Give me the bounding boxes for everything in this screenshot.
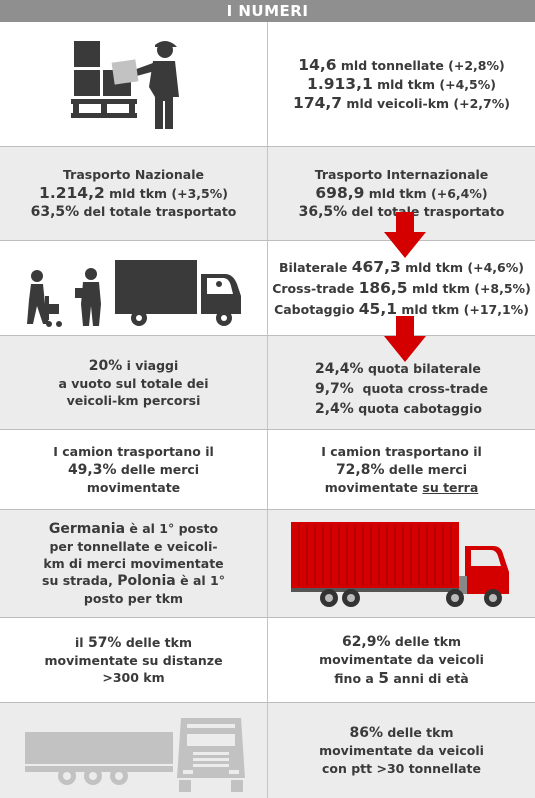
totals-tkm: 1.913,1 mld tkm (+4,5%) xyxy=(307,74,496,93)
weight-cell: 86% delle tkm movimentate da veicoli con… xyxy=(268,703,535,798)
totals-tonnes: 14,6 mld tonnellate (+2,8%) xyxy=(298,55,505,74)
trucks-left-cell: I camion trasportano il 49,3% delle merc… xyxy=(0,430,267,509)
trucks-right-cell: I camion trasportano il 72,8% delle merc… xyxy=(268,430,535,509)
empty-trips-line1: 20% i viaggi xyxy=(88,357,179,374)
international-label: Trasporto Internazionale xyxy=(314,167,489,182)
row-breakdown: Bilaterale 467,3 mld tkm (+4,6%) Cross-t… xyxy=(0,241,535,335)
age-line1: 62,9% delle tkm xyxy=(341,633,462,650)
row-divider xyxy=(0,146,535,147)
totals-vkm: 174,7 mld veicoli-km (+2,7%) xyxy=(293,93,510,112)
ranking-line4: su strada, Polonia è al 1° xyxy=(42,573,225,589)
distance-line3: >300 km xyxy=(102,670,165,685)
worker-pallet-cell xyxy=(0,22,267,146)
breakdown-crosstrade: Cross-trade 186,5 mld tkm (+8,5%) xyxy=(272,278,531,297)
breakdown-bilateral: Bilaterale 467,3 mld tkm (+4,6%) xyxy=(279,257,524,276)
row-divider xyxy=(0,617,535,618)
gray-truck-front-icon xyxy=(24,718,245,792)
trucks-right-line1: I camion trasportano il xyxy=(321,443,482,459)
row-divider xyxy=(0,429,535,430)
national-cell: Trasporto Nazionale 1.214,2 mld tkm (+3,… xyxy=(0,147,267,240)
row-divider xyxy=(0,240,535,241)
weight-line3: con ptt >30 tonnellate xyxy=(321,760,481,776)
empty-trips-cell: 20% i viaggi a vuoto sul totale dei veic… xyxy=(0,336,267,429)
land-link-text: su terra xyxy=(422,479,479,495)
row-weight: 86% delle tkm movimentate da veicoli con… xyxy=(0,703,535,798)
age-cell: 62,9% delle tkm movimentate da veicoli f… xyxy=(268,618,535,702)
international-share: 36,5% del totale trasportato xyxy=(298,204,505,220)
worker-pallet-icon xyxy=(70,40,179,129)
trucks-right-line2: 72,8% delle merci xyxy=(335,461,468,478)
weight-line2: movimentate da veicoli xyxy=(319,742,484,758)
national-share: 63,5% del totale trasportato xyxy=(30,204,237,220)
distance-line1: il 57% delle tkm xyxy=(75,635,192,651)
row-ranking: Germania è al 1° posto per tonnellate e … xyxy=(0,510,535,617)
national-label: Trasporto Nazionale xyxy=(63,167,204,182)
breakdown-cell: Bilaterale 467,3 mld tkm (+4,6%) Cross-t… xyxy=(268,241,535,335)
ranking-line1: Germania è al 1° posto xyxy=(48,521,219,537)
delivery-truck-icon xyxy=(26,260,241,327)
distance-cell: il 57% delle tkm movimentate su distanze… xyxy=(0,618,267,702)
row-divider xyxy=(0,702,535,703)
truck-front-cell xyxy=(0,703,267,798)
ranking-line5: posto per tkm xyxy=(83,591,184,606)
ranking-line3: km di merci movimentate xyxy=(43,556,224,571)
totals-cell: 14,6 mld tonnellate (+2,8%) 1.913,1 mld … xyxy=(268,22,535,146)
national-value: 1.214,2 mld tkm (+3,5%) xyxy=(39,184,228,202)
row-divider xyxy=(0,335,535,336)
age-line2: movimentate da veicoli xyxy=(319,651,484,667)
trucks-left-line3: movimentate xyxy=(86,479,181,495)
row-divider xyxy=(0,509,535,510)
row-distance-age: il 57% delle tkm movimentate su distanze… xyxy=(0,618,535,702)
page-title: I NUMERI xyxy=(0,0,535,22)
weight-line1: 86% delle tkm xyxy=(349,724,454,741)
column-divider xyxy=(267,22,268,798)
red-down-arrow-icon xyxy=(384,316,426,362)
international-value: 698,9 mld tkm (+6,4%) xyxy=(315,184,488,202)
trucks-left-line1: I camion trasportano il xyxy=(53,443,214,459)
red-container-truck-icon xyxy=(290,522,509,607)
empty-trips-line3: veicoli-km percorsi xyxy=(66,392,201,408)
container-truck-cell xyxy=(268,510,535,617)
empty-trips-line2: a vuoto sul totale dei xyxy=(58,375,209,391)
share-crosstrade: 9,7% quota cross-trade xyxy=(315,380,488,397)
delivery-truck-cell xyxy=(0,241,267,335)
ranking-line2: per tonnellate e veicoli- xyxy=(49,539,218,554)
trucks-right-line3: movimentate su terra xyxy=(324,479,479,495)
row-trucks-share: I camion trasportano il 49,3% delle merc… xyxy=(0,430,535,509)
ranking-cell: Germania è al 1° posto per tonnellate e … xyxy=(0,510,267,617)
trucks-left-line2: 49,3% delle merci xyxy=(67,461,200,478)
age-line3: fino a 5 anni di età xyxy=(334,668,469,687)
share-cabotage: 2,4% quota cabotaggio xyxy=(315,400,482,417)
distance-line2: movimentate su distanze xyxy=(44,653,223,668)
row-totals: 14,6 mld tonnellate (+2,8%) 1.913,1 mld … xyxy=(0,22,535,146)
breakdown-cabotage: Cabotaggio 45,1 mld tkm (+17,1%) xyxy=(274,299,529,318)
share-bilateral: 24,4% quota bilaterale xyxy=(315,360,481,377)
red-down-arrow-icon xyxy=(384,212,426,258)
